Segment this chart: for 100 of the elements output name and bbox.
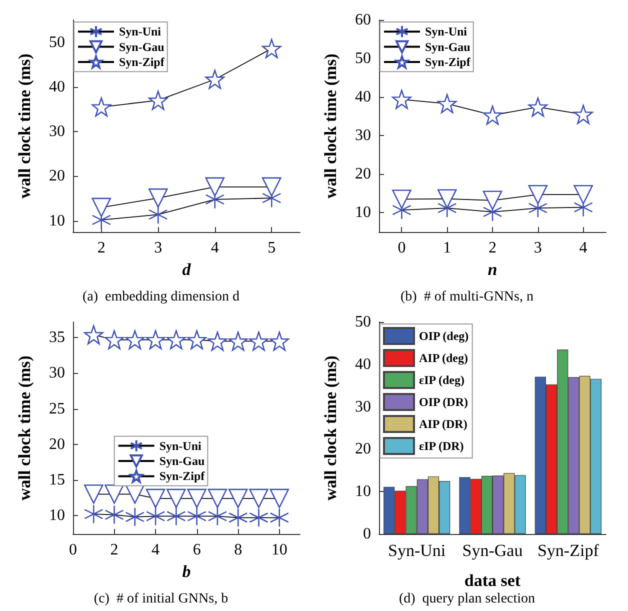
point [482,106,502,125]
text: (d) query plan selection [398,592,536,606]
x-axis-title: data set [464,571,521,590]
y-tick-label: 60 [355,12,371,28]
point [104,505,124,524]
point [270,332,290,351]
point [228,488,248,508]
y-tick-label: 15 [49,471,65,488]
y-tick-label: 20 [355,166,371,183]
y-axis-title: wall clock time (ms) [321,54,340,198]
y-tick-label: 40 [355,356,371,373]
legend-label: OIP (DR) [419,395,468,409]
legend-label: Syn-Zipf [119,55,166,69]
y-tick-label: 10 [355,204,371,222]
point [84,325,104,344]
point [437,94,457,114]
text: (a) embedding dimension d [82,290,240,304]
legend-label: Syn-Gau [119,40,165,54]
y-tick-label: 30 [49,123,65,140]
y-tick-label: 35 [49,329,65,346]
point [92,97,112,117]
point [148,188,168,208]
point [125,330,145,350]
x-axis-title: n [488,260,498,279]
point [574,184,593,204]
point [437,189,457,208]
legend-label: Syn-Gau [425,40,471,54]
point [208,506,228,526]
legend-label: εIP (deg) [419,373,464,387]
point [125,507,145,527]
point [187,506,206,526]
y-axis-title: wall clock time (ms) [15,54,34,198]
point [92,198,112,218]
x-tick-label: Syn-Gau [462,541,524,560]
y-tick-label: 50 [355,50,371,68]
point [166,506,186,526]
point [249,332,268,351]
legend-label: OIP (deg) [419,329,469,343]
point [146,488,166,508]
x-tick-label: 0 [69,542,77,558]
x-tick-label: 6 [192,542,201,558]
y-tick-label: 30 [355,127,371,144]
point [148,204,168,224]
x-tick-label: 10 [271,542,288,558]
point [166,330,186,350]
x-tick-label: 5 [268,240,276,256]
point [104,484,124,504]
x-tick-label: 8 [234,542,242,558]
point [146,330,166,350]
point [208,332,228,351]
y-tick-label: 20 [49,436,65,453]
y-tick-label: 20 [355,440,371,458]
x-tick-label: Syn-Zipf [537,541,600,560]
x-tick-label: 0 [398,240,406,256]
point [528,184,548,204]
legend-label: AIP (deg) [419,351,468,365]
point [228,508,248,528]
y-tick-label: 40 [49,78,65,96]
y-axis-title: wall clock time (ms) [321,356,340,500]
y-tick-label: 25 [49,400,65,418]
x-tick-label: 4 [152,542,160,558]
legend-label: Syn-Zipf [425,55,472,69]
point [166,488,186,508]
y-tick-label: 10 [49,212,65,230]
x-axis-title: d [182,260,192,279]
point [249,508,268,528]
point [187,330,206,350]
x-tick-label: 2 [110,542,118,558]
x-tick-label: 4 [210,240,219,256]
point [482,190,502,210]
y-tick-label: 10 [355,483,371,500]
point [270,488,290,508]
text: (c) # of initial GNNs, b [94,592,228,606]
legend-label: AIP (DR) [419,417,468,431]
point [104,330,124,350]
x-tick-label: Syn-Uni [388,541,446,560]
x-tick-label: 2 [97,240,106,256]
y-tick-label: 20 [49,168,65,185]
point [528,97,548,117]
point [270,508,290,528]
point [84,484,104,504]
point [249,488,268,508]
y-tick-label: 50 [49,34,65,51]
y-tick-label: 50 [355,314,371,330]
point [262,38,282,58]
point [262,177,282,197]
legend-label: Syn-Uni [159,438,202,453]
point [146,506,166,526]
point [205,177,225,197]
legend-label: Syn-Gau [159,454,205,468]
point [148,90,168,110]
y-axis-title: wall clock time (ms) [15,356,34,500]
legend-label: εIP (DR) [419,439,464,453]
point [208,488,228,508]
text: (b) # of multi-GNNs, n [400,290,534,304]
x-tick-label: 3 [534,240,542,256]
point [574,104,593,124]
y-tick-label: 10 [49,507,65,524]
legend-label: Syn-Uni [425,24,468,39]
x-tick-label: 1 [443,240,452,256]
